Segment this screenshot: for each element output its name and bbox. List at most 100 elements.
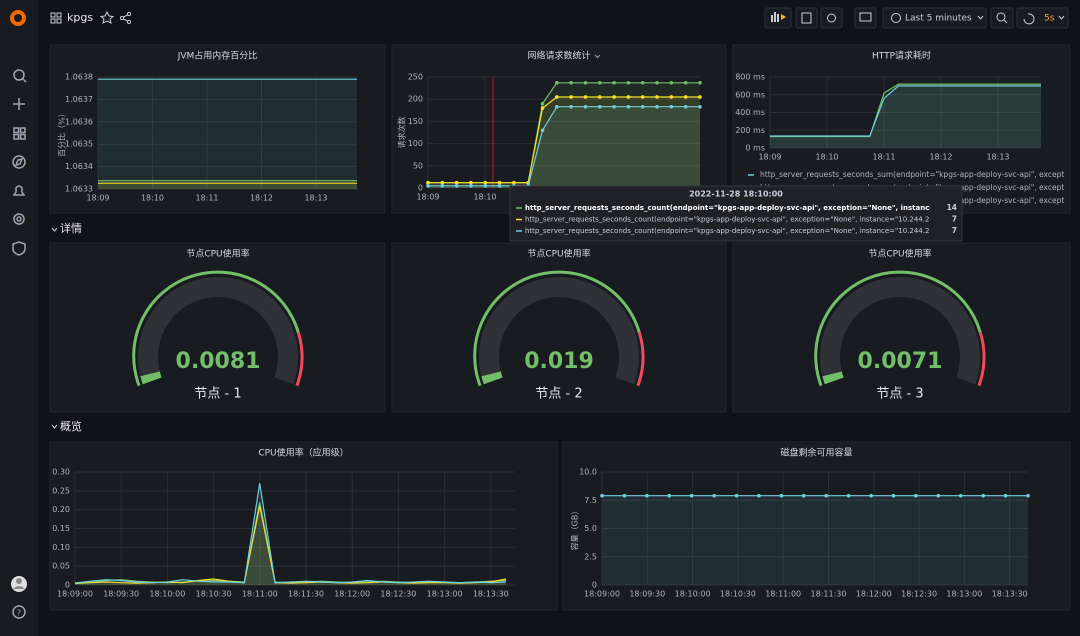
star-icon[interactable] — [99, 10, 115, 24]
shield-icon[interactable] — [12, 241, 26, 256]
user-avatar[interactable] — [11, 576, 27, 592]
y-tick-label: 100 — [408, 139, 423, 148]
refresh-button[interactable] — [1016, 7, 1069, 29]
data-point — [569, 95, 573, 99]
data-point — [655, 104, 659, 109]
tooltip-value: 7 — [952, 226, 957, 235]
gauge-label: 节点 - 1 — [194, 387, 241, 402]
gauge-fill — [481, 371, 503, 385]
refresh-interval[interactable]: 5s — [1044, 14, 1055, 24]
y-tick-label: 0.10 — [52, 543, 70, 552]
y-axis-label: 容量（GB） — [570, 507, 580, 551]
data-point — [626, 104, 631, 109]
y-tick-label: 10.0 — [579, 468, 597, 477]
y-axis-label: 请求次数 — [397, 117, 407, 149]
x-tick-label: 18:12:30 — [901, 590, 937, 599]
grafana-logo[interactable] — [10, 10, 26, 26]
x-tick-label: 18:12:00 — [334, 590, 370, 599]
tv-mode-button[interactable] — [854, 7, 877, 29]
time-range[interactable]: Last 5 minutes — [905, 14, 972, 24]
panel — [49, 44, 386, 214]
gauge-value: 0.019 — [524, 349, 594, 374]
y-tick-label: 0.15 — [52, 524, 70, 533]
y-tick-label: 400 ms — [735, 108, 765, 117]
data-point — [483, 180, 488, 185]
data-point — [655, 80, 659, 85]
data-point — [757, 493, 761, 498]
series-area — [98, 183, 357, 189]
data-point — [712, 493, 716, 498]
data-point — [669, 80, 674, 85]
data-point — [698, 104, 702, 109]
search-icon[interactable] — [13, 69, 27, 83]
tooltip-name: http_server_requests_seconds_count(endpo… — [525, 216, 952, 224]
data-point — [667, 493, 672, 498]
dashboard-title[interactable]: kpgs — [67, 11, 93, 24]
data-point — [626, 80, 631, 85]
y-tick-label: 0 — [418, 184, 423, 193]
data-point — [540, 101, 545, 106]
series-area — [770, 84, 1041, 148]
share-icon[interactable] — [119, 11, 132, 25]
data-point — [540, 106, 545, 110]
panel-title: HTTP请求耗时 — [872, 50, 931, 62]
x-tick-label: 18:12:00 — [856, 590, 892, 599]
data-point — [936, 493, 941, 498]
x-tick-label: 18:09:30 — [103, 590, 139, 599]
x-tick-label: 18:10:00 — [675, 590, 711, 599]
x-tick-label: 18:12 — [929, 153, 952, 162]
data-point — [512, 180, 516, 185]
x-tick-label: 18:11:30 — [288, 590, 324, 599]
row-title[interactable]: 详情 — [60, 221, 82, 235]
data-point — [683, 104, 688, 109]
y-tick-label: 200 — [408, 95, 423, 104]
settings-icon[interactable] — [13, 213, 25, 225]
tooltip-rows: http_server_requests_seconds_count(endpo… — [525, 204, 952, 235]
alerting-icon[interactable] — [12, 185, 26, 196]
gauge-value: 0.0071 — [858, 349, 943, 374]
create-icon[interactable] — [13, 98, 25, 110]
y-tick-label: 7.5 — [584, 496, 597, 505]
x-tick-label: 18:09 — [86, 194, 109, 203]
y-tick-label: 250 — [408, 73, 423, 82]
x-tick-label: 18:09:00 — [584, 590, 620, 599]
data-point — [958, 493, 963, 498]
data-point — [569, 80, 573, 85]
help-icon[interactable] — [12, 605, 26, 619]
gauge-threshold — [132, 270, 300, 387]
y-tick-label: 0 ms — [745, 144, 765, 153]
panel-title: 网络请求数统计 — [527, 50, 590, 62]
y-tick-label: 0.30 — [52, 468, 70, 477]
y-tick-label: 1.0634 — [65, 162, 93, 171]
x-tick-label: 18:12 — [250, 194, 273, 203]
row-title[interactable]: 概览 — [60, 419, 82, 433]
y-tick-label: 0 — [592, 581, 597, 590]
series-area — [428, 106, 700, 188]
panel-title: 磁盘剩余可用容量 — [780, 447, 852, 459]
time-picker[interactable] — [882, 7, 987, 29]
data-point — [734, 493, 739, 498]
zoom-out-button[interactable] — [990, 7, 1014, 29]
toolbar-icons — [801, 12, 1065, 25]
x-tick-label: 18:09 — [758, 153, 781, 162]
data-point — [440, 183, 445, 188]
y-tick-label: 150 — [408, 117, 423, 126]
x-tick-label: 18:11 — [195, 194, 218, 203]
explore-icon[interactable] — [12, 155, 26, 169]
gauge-track — [138, 277, 298, 385]
settings-button[interactable] — [820, 7, 843, 29]
data-point — [869, 493, 873, 498]
gauge-value: 0.0081 — [176, 349, 261, 374]
data-point — [824, 493, 829, 498]
series-area — [428, 96, 700, 188]
tooltip — [509, 185, 963, 242]
data-point — [640, 80, 645, 85]
series-area — [602, 495, 1028, 585]
x-tick-label: 18:13:30 — [473, 590, 509, 599]
data-point — [555, 104, 559, 109]
gauge-threshold — [473, 270, 641, 387]
dashboards-icon[interactable] — [13, 127, 26, 140]
tooltip-value: 14 — [947, 203, 957, 212]
x-tick-label: 18:10:30 — [720, 590, 756, 599]
save-button[interactable] — [795, 7, 818, 29]
